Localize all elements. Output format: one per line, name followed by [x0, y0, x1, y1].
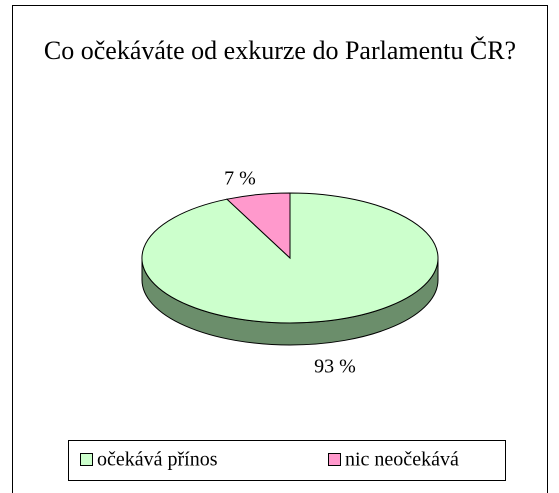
legend-label: nic neočekává: [345, 449, 459, 471]
legend-label: očekává přínos: [97, 449, 218, 471]
legend-swatch: [80, 453, 93, 466]
pie-slice: [225, 192, 291, 260]
data-label: 93 %: [314, 356, 356, 378]
legend-swatch: [328, 453, 341, 466]
legend-box: [68, 440, 506, 481]
chart-title: Co očekáváte od exkurze do Parlamentu ČR…: [43, 36, 517, 65]
data-label: 7 %: [224, 168, 256, 190]
